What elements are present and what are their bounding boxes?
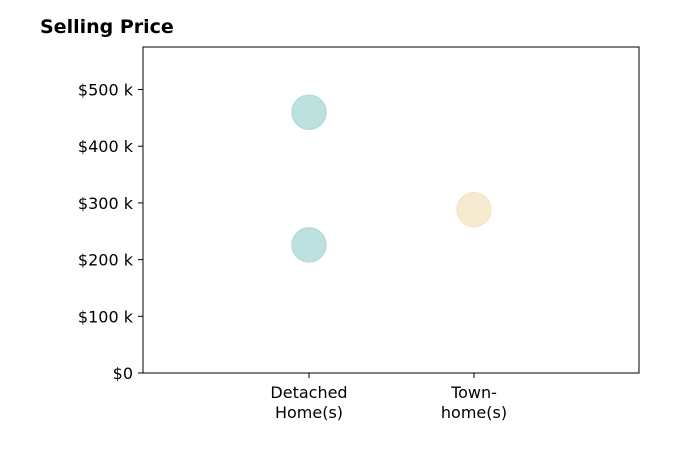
y-axis: $0 $100 k $200 k $300 k $400 k $500 k bbox=[78, 81, 143, 383]
plot-frame bbox=[142, 46, 640, 374]
y-tick-label: $100 k bbox=[78, 307, 134, 326]
y-tick-label: $400 k bbox=[78, 137, 134, 156]
data-point bbox=[291, 227, 327, 263]
y-tick-label: $500 k bbox=[78, 81, 134, 100]
x-axis: Detached Home(s) Town-home(s) bbox=[270, 373, 507, 422]
x-tick-label: Town-home(s) bbox=[441, 383, 507, 422]
x-tick-label-line: Detached bbox=[270, 383, 347, 402]
y-tick-label: $200 k bbox=[78, 251, 134, 270]
x-tick-label: Detached Home(s) bbox=[270, 383, 347, 422]
data-point bbox=[291, 94, 327, 130]
x-tick-label-line: Home(s) bbox=[275, 403, 343, 422]
data-point bbox=[456, 191, 492, 228]
x-tick-label-line: Town- bbox=[450, 383, 497, 402]
x-tick-label-line: home(s) bbox=[441, 403, 507, 422]
data-points bbox=[291, 94, 492, 263]
chart-title: Selling Price bbox=[40, 16, 174, 38]
y-tick-label: $300 k bbox=[78, 194, 134, 213]
y-tick-label: $0 bbox=[113, 364, 133, 383]
